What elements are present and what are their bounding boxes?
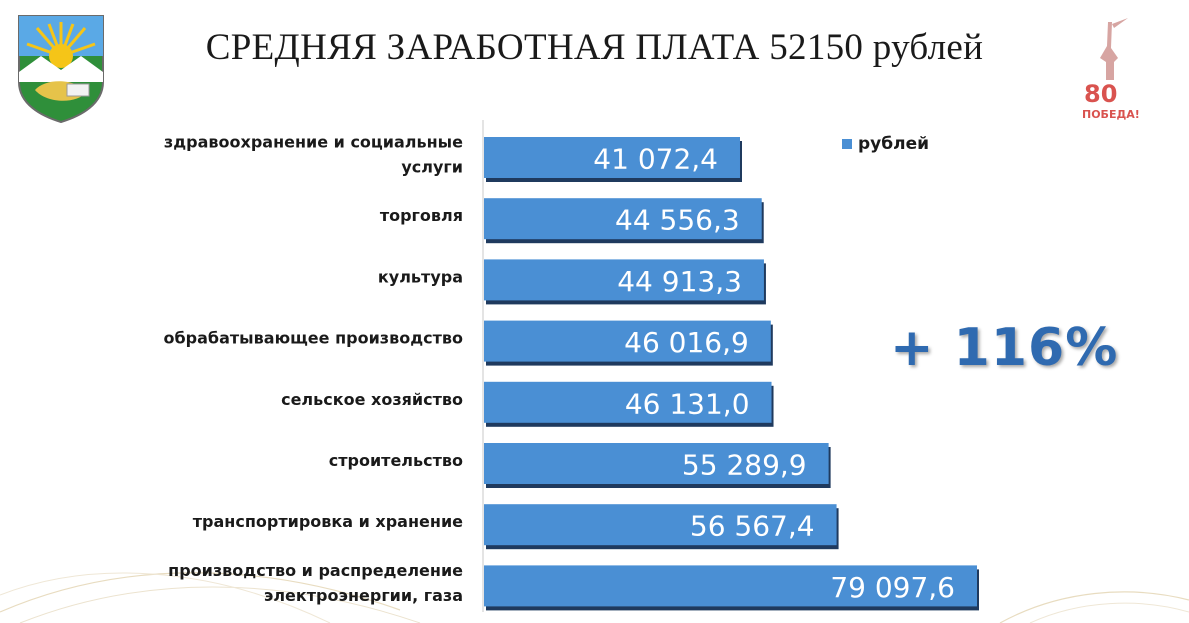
category-label: обрабатывающее производство (164, 329, 463, 348)
victory-80-logo: 80 ПОБЕДА! (1078, 18, 1142, 124)
bar (484, 504, 837, 546)
coat-of-arms-logo (15, 12, 107, 124)
category-label: производство и распределение электроэнерг… (168, 561, 463, 605)
bar (484, 381, 772, 423)
bar (484, 259, 764, 301)
category-label: транспортировка и хранение (193, 512, 463, 531)
bar-value-label: 44 556,3 (615, 204, 740, 237)
bar (484, 320, 771, 362)
legend-label: рублей (858, 134, 930, 154)
chart-legend: рублей (842, 134, 929, 154)
victory-word-text: ПОБЕДА! (1082, 108, 1140, 121)
growth-percentage: + 116% (890, 318, 1119, 378)
category-label: строительство (329, 451, 463, 470)
category-label: здравоохранение и социальные услуги (164, 133, 463, 177)
bar-value-label: 46 016,9 (624, 326, 749, 359)
page-title: СРЕДНЯЯ ЗАРАБОТНАЯ ПЛАТА 52150 рублей (205, 27, 984, 68)
legend-swatch (842, 139, 852, 149)
bars-layer: 41 072,4 здравоохранение и социальные услу… (164, 133, 979, 611)
victory-80-text: 80 (1084, 80, 1117, 108)
bar (484, 198, 762, 240)
bar-value-label: 44 913,3 (617, 265, 742, 298)
bar-value-label: 41 072,4 (593, 143, 718, 176)
bar (484, 137, 740, 178)
bar-value-label: 55 289,9 (682, 449, 807, 482)
bar (484, 443, 829, 484)
coat-of-arms-icon (18, 15, 104, 124)
bar-value-label: 79 097,6 (830, 571, 955, 604)
category-label: культура (378, 267, 463, 286)
category-label: торговля (380, 206, 463, 225)
bar (484, 565, 977, 607)
victory-monument-icon: 80 ПОБЕДА! (1082, 18, 1140, 121)
category-label: сельское хозяйство (281, 390, 463, 409)
bar-value-label: 46 131,0 (625, 387, 750, 420)
bar-value-label: 56 567,4 (690, 510, 815, 543)
